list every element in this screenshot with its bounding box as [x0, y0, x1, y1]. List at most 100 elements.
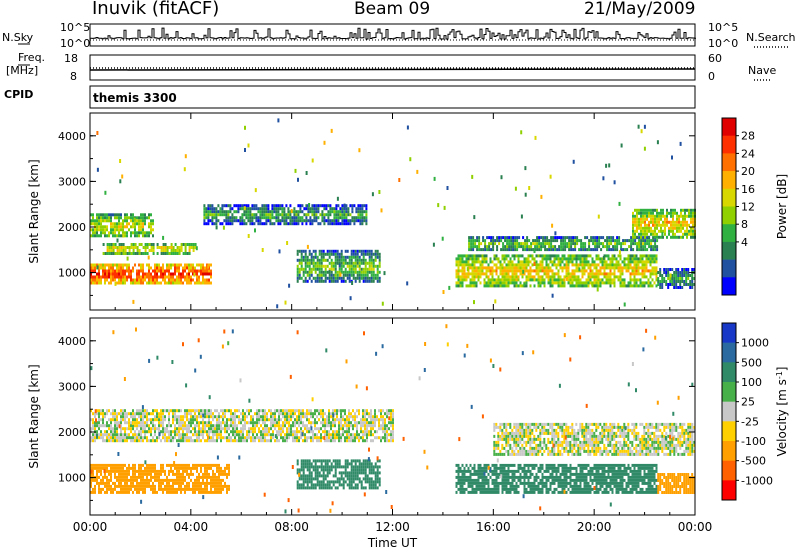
power-cell	[642, 245, 645, 249]
power-scatter-cell	[286, 241, 289, 245]
power-cell	[148, 278, 150, 282]
velocity-cell	[116, 478, 118, 482]
velocity-cell	[278, 421, 280, 425]
power-cell	[347, 207, 350, 211]
velocity-cell	[126, 415, 128, 419]
power-cell	[198, 269, 200, 273]
power-cell	[645, 275, 648, 279]
power-cell	[538, 245, 541, 249]
power-cell	[96, 234, 98, 238]
power-cell	[356, 276, 359, 280]
power-cell	[210, 269, 212, 273]
power-cell	[662, 211, 664, 215]
power-cell	[339, 210, 342, 214]
power-cell	[188, 269, 190, 273]
power-cell	[476, 248, 479, 252]
velocity-cell	[132, 490, 134, 494]
velocity-cell	[202, 409, 204, 413]
power-scatter-cell	[162, 235, 165, 240]
power-cell	[516, 239, 519, 243]
power-cell	[525, 260, 528, 264]
power-cell	[172, 263, 174, 267]
power-cell	[182, 243, 185, 246]
power-cell	[96, 272, 98, 276]
power-cell	[640, 235, 642, 239]
power-cell	[184, 243, 187, 246]
power-cell	[94, 275, 96, 279]
velocity-cell	[120, 415, 122, 419]
power-cell	[192, 246, 195, 249]
power-cell	[360, 273, 363, 277]
power-cell	[517, 260, 520, 264]
power-cell	[142, 281, 144, 285]
power-cell	[589, 275, 592, 279]
velocity-cell	[242, 412, 244, 416]
velocity-cell	[166, 430, 168, 434]
power-cell	[378, 258, 381, 262]
velocity-cell	[120, 424, 122, 428]
power-cell	[605, 278, 608, 282]
velocity-cell	[354, 433, 356, 437]
power-cell	[565, 272, 568, 276]
power-cell	[582, 248, 585, 252]
velocity-cell	[172, 412, 174, 416]
power-cell	[510, 236, 513, 240]
velocity-cell	[166, 490, 168, 494]
power-cell	[563, 278, 566, 282]
power-scatter-cell	[528, 186, 531, 190]
power-cell	[359, 222, 362, 226]
velocity-cell	[238, 439, 240, 443]
freq-series-line	[89, 68, 696, 71]
power-cell	[132, 249, 135, 252]
velocity-cell	[244, 439, 246, 443]
power-cell	[132, 222, 134, 226]
velocity-cell	[186, 418, 188, 422]
power-scatter-cell	[290, 209, 293, 213]
power-scatter-cell	[114, 281, 117, 286]
power-cell	[545, 263, 548, 267]
velocity-cell	[306, 418, 308, 422]
velocity-cell	[382, 418, 384, 422]
power-cell	[186, 263, 188, 267]
power-cell	[341, 213, 344, 217]
power-cell	[545, 275, 548, 279]
power-cell	[611, 263, 614, 267]
power-cell	[527, 275, 530, 279]
power-cell	[306, 261, 309, 265]
power-cell	[631, 284, 634, 288]
power-scatter-cell	[671, 155, 673, 160]
power-cell	[541, 260, 544, 264]
velocity-cell	[228, 409, 230, 413]
velocity-cell	[360, 427, 362, 431]
power-cell	[574, 239, 577, 243]
velocity-cell	[298, 439, 300, 443]
power-cell	[531, 275, 534, 279]
velocity-cell	[234, 415, 236, 419]
power-cell	[609, 266, 612, 270]
velocity-cell	[182, 478, 184, 482]
velocity-cell	[230, 421, 232, 425]
velocity-cell	[136, 427, 138, 431]
power-cell	[241, 216, 244, 220]
power-cell	[563, 284, 566, 288]
nsearch-tick-top: 10^5	[708, 21, 739, 34]
power-cell	[118, 263, 120, 267]
power-scatter-cell	[656, 140, 659, 145]
power-scatter-cell	[602, 255, 605, 260]
power-cell	[674, 223, 676, 227]
power-cell	[692, 217, 694, 221]
power-cell	[477, 257, 480, 261]
velocity-cell	[200, 421, 202, 425]
power-cell	[686, 214, 688, 218]
power-cell	[92, 213, 94, 217]
velocity-cell	[138, 463, 140, 467]
velocity-cell	[134, 436, 136, 440]
power-cell	[588, 248, 591, 252]
power-cell	[485, 266, 488, 270]
power-cell	[553, 278, 556, 282]
power-cell	[327, 204, 330, 208]
velocity-cell	[306, 412, 308, 416]
velocity-cell	[346, 427, 348, 431]
power-cell	[357, 216, 360, 220]
velocity-cell	[162, 436, 164, 440]
